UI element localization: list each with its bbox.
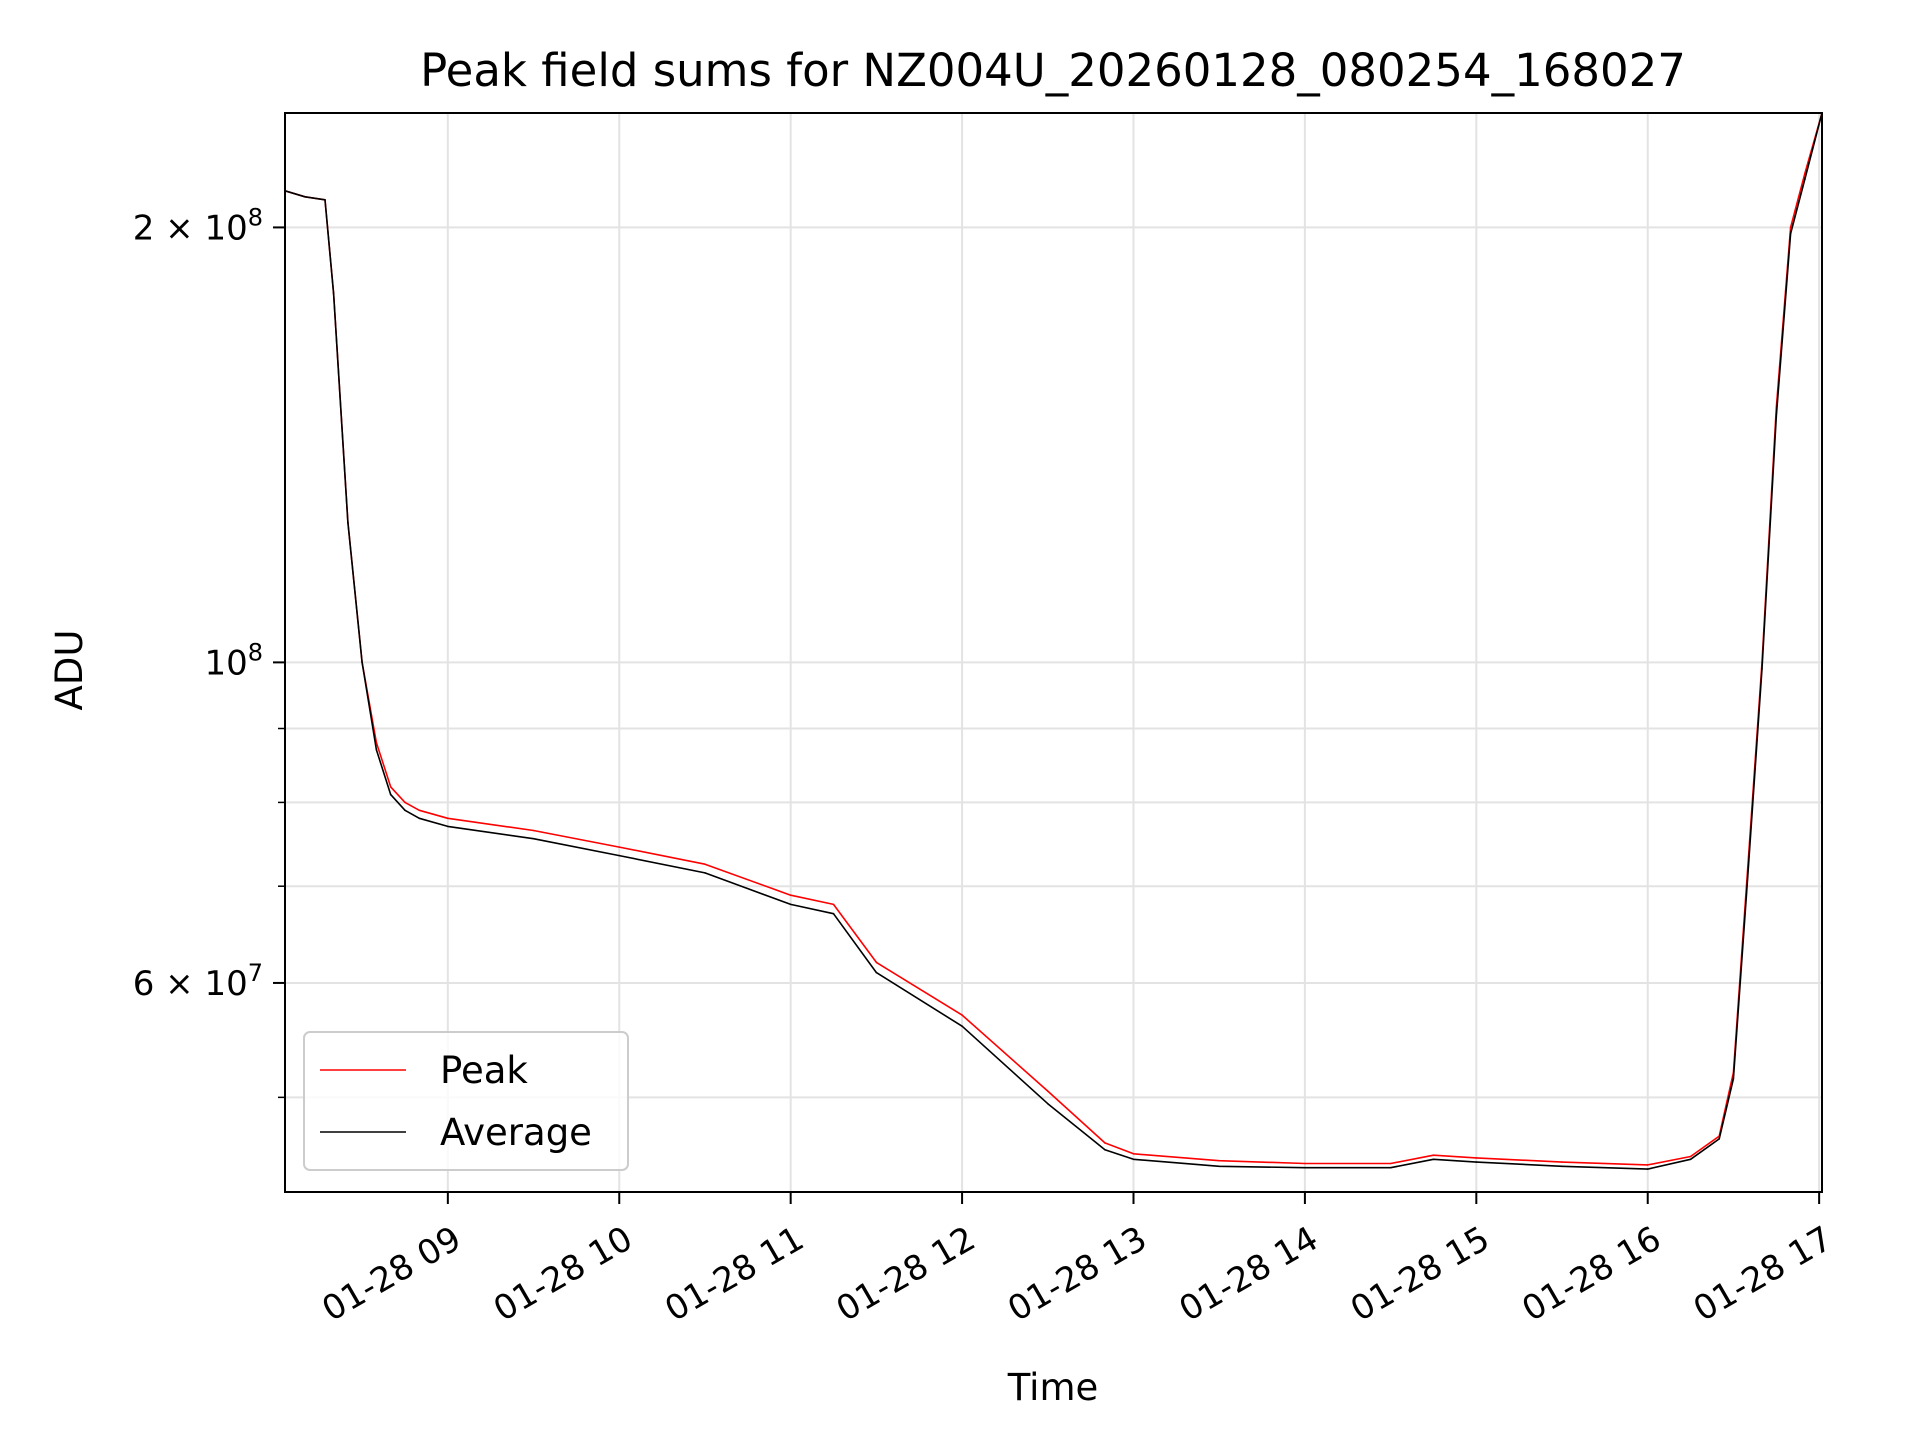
data-point-peak [1689,1155,1692,1158]
data-point-peak [1104,1142,1106,1144]
data-point-average [618,854,621,857]
data-point-average [1047,1102,1049,1105]
legend-label-average: Average [440,1111,592,1154]
data-point-peak [875,961,878,964]
data-point-average [347,521,349,524]
plot-frame [284,112,1823,1193]
data-point-average [375,749,378,751]
y-tick-label: 108 [204,638,263,683]
data-point-average [389,793,392,796]
x-axis-title: Time [1007,1366,1099,1409]
data-point-peak [418,809,421,812]
data-point-average [1804,178,1806,180]
data-point-peak [1132,1153,1135,1155]
y-axis-ticks: 2 × 108 108 6 × 107 [133,203,285,1099]
data-point-average [1689,1158,1692,1161]
data-point-average [1761,667,1763,670]
data-point-average [532,837,535,840]
data-point-average [1789,232,1792,235]
data-point-average [418,817,421,820]
data-point-average [961,1025,963,1027]
data-point-average [1561,1165,1563,1168]
data-point-peak [447,817,449,820]
data-point-peak [789,894,792,896]
data-point-peak [404,801,406,804]
data-point-peak [532,829,535,832]
data-point-average [1475,1161,1478,1163]
data-point-peak [618,846,621,848]
y-axis-title: ADU [48,630,91,711]
data-point-average [1432,1158,1435,1161]
data-point-average [875,971,878,974]
data-point-peak [1047,1090,1049,1092]
series-lines [284,112,1823,1170]
data-point-peak [1804,172,1806,175]
data-point-average [304,196,306,198]
data-point-average [1104,1148,1106,1151]
data-point-average [1646,1168,1649,1170]
legend-label-peak: Peak [440,1049,528,1092]
data-point-peak [1218,1159,1220,1162]
y-tick-label: 2 × 108 [133,203,263,248]
data-point-peak [1646,1164,1649,1166]
data-point-average [1746,876,1749,879]
data-point-peak [1561,1161,1563,1163]
data-point-peak [1789,226,1792,229]
data-point-average [704,872,706,874]
data-point-average [832,912,835,915]
data-point-peak [704,863,706,865]
legend: Peak Average [303,1031,629,1171]
data-point-average [447,825,449,828]
data-point-average [1132,1158,1135,1161]
data-point-average [324,199,326,201]
data-point-peak [1304,1162,1306,1165]
data-point-average [1304,1166,1306,1169]
grid-lines [285,113,1822,1192]
data-point-average [404,809,406,812]
data-point-peak [1432,1154,1435,1156]
data-point-peak [832,903,835,906]
data-point-peak [961,1014,963,1016]
chart-title: Peak field sums for NZ004U_20260128_0802… [420,44,1686,97]
data-point-average [1775,415,1778,418]
data-point-peak [1389,1162,1392,1165]
data-point-average [1389,1166,1392,1169]
data-point-average [1732,1078,1735,1080]
data-point-average [332,292,335,295]
data-point-peak [1475,1157,1478,1159]
legend-box [303,1031,629,1171]
y-tick-label: 6 × 107 [133,959,263,1004]
data-point-average [1718,1138,1720,1140]
data-point-average [789,903,792,906]
data-point-peak [389,786,392,788]
data-point-average [1218,1165,1220,1168]
data-point-average [361,661,363,664]
